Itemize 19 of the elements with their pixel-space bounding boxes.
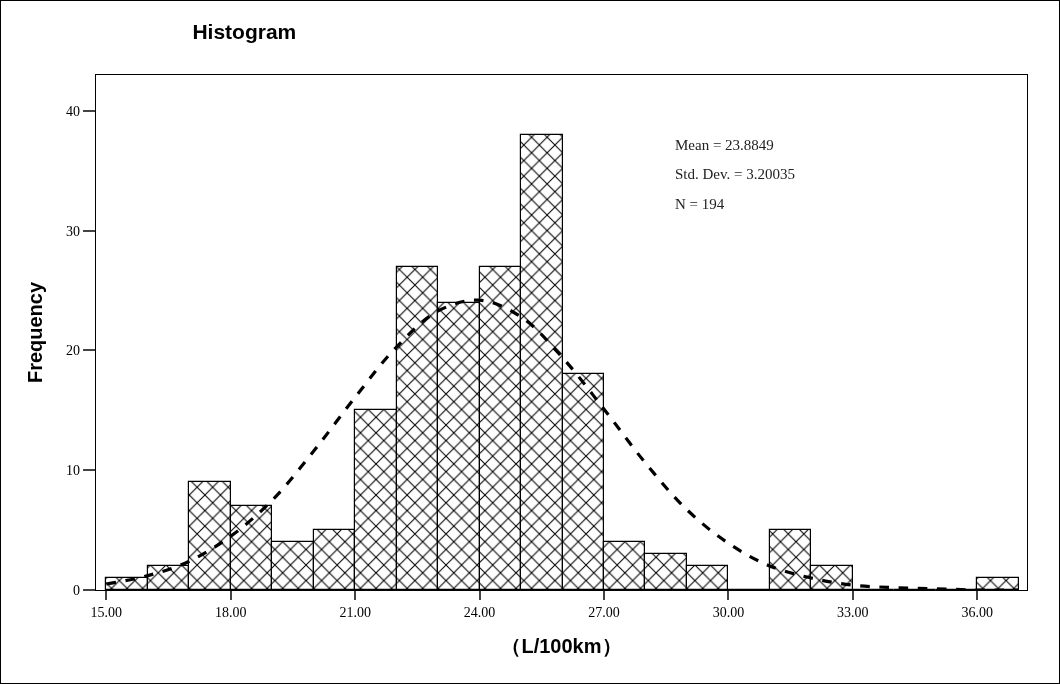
x-tick-label: 33.00: [837, 604, 869, 620]
y-axis-title: Frequency: [23, 281, 46, 384]
x-tick-label: 27.00: [588, 604, 620, 620]
x-tick-label: 18.00: [215, 604, 247, 620]
y-tick-label: 0: [73, 582, 81, 598]
x-tick-label: 24.00: [463, 604, 496, 620]
annotation: N = 194: [675, 196, 725, 212]
annotation: Std. Dev. = 3.20035: [675, 166, 795, 182]
x-tick-label: 36.00: [961, 604, 993, 620]
y-tick-label: 20: [66, 343, 81, 359]
x-tick-label: 21.00: [339, 604, 371, 620]
chart-title: Histogram: [192, 20, 297, 44]
y-tick-label: 40: [66, 103, 81, 119]
x-axis-title: （L/100km）: [501, 635, 622, 658]
y-tick-label: 30: [66, 223, 81, 239]
x-tick-label: 30.00: [712, 604, 745, 620]
x-tick-label: 15.00: [90, 604, 123, 620]
annotation: Mean = 23.8849: [675, 137, 774, 153]
y-tick-label: 10: [66, 463, 81, 479]
